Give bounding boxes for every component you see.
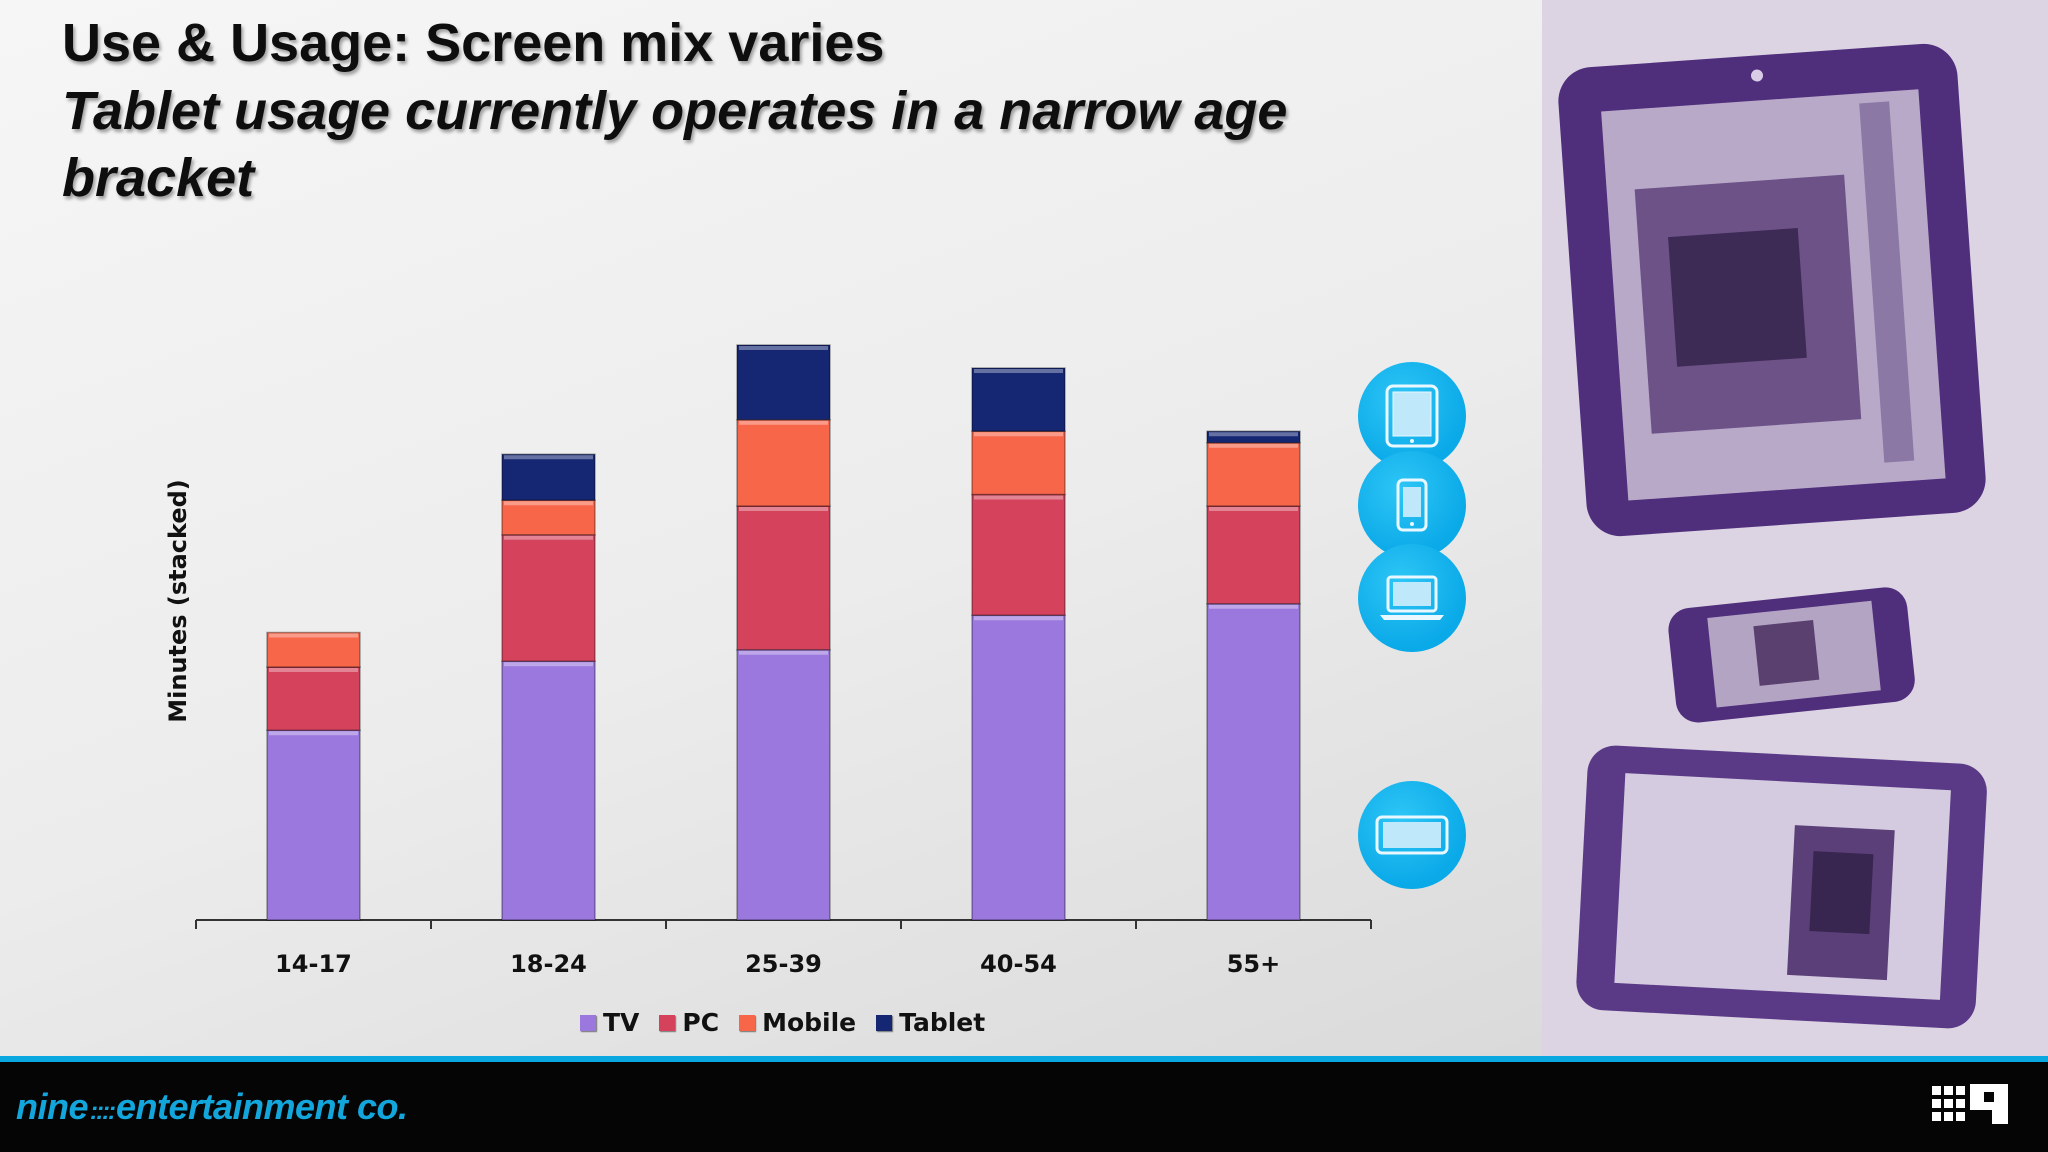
- bar-highlight: [1209, 604, 1298, 609]
- large-tablet-shape: [1558, 43, 1986, 537]
- bar-mobile-18-24: [501, 499, 596, 536]
- tv-icon: [1375, 815, 1449, 855]
- legend-item-tv: TV: [580, 1008, 639, 1037]
- bar-mobile-14-17: [266, 631, 361, 668]
- bar-tv-55+: [1206, 603, 1301, 921]
- brand-dots: ::::: [90, 1098, 116, 1125]
- bar-highlight: [739, 650, 828, 655]
- bar-highlight: [504, 662, 593, 667]
- bar-tv-14-17: [266, 729, 361, 921]
- bar-tv-18-24: [501, 660, 596, 921]
- x-tick-label: 40-54: [980, 950, 1057, 978]
- smartphone-badge: [1358, 451, 1466, 559]
- bar-highlight: [739, 507, 828, 511]
- bar-tv-25-39: [736, 649, 831, 921]
- legend-label-pc: PC: [682, 1008, 720, 1037]
- bar-highlight: [974, 495, 1063, 500]
- legend-swatch-mobile: [739, 1014, 756, 1031]
- bar-highlight: [974, 432, 1063, 437]
- small-tablet-shape: [1576, 745, 1987, 1029]
- bar-tablet-25-39: [736, 344, 831, 421]
- device-collage-illustration: [1542, 0, 2048, 1058]
- bar-tv-40-54: [971, 614, 1066, 921]
- legend-label-mobile: Mobile: [762, 1008, 857, 1037]
- device-collage-image: [1542, 0, 2048, 1058]
- slide-title: Use & Usage: Screen mix varies: [62, 13, 885, 73]
- bar-mobile-25-39: [736, 419, 831, 507]
- legend-swatch-tv: [580, 1014, 596, 1031]
- bar-mobile-55+: [1206, 442, 1301, 507]
- brand-name-part1: nine: [16, 1086, 89, 1127]
- smartphone-icon: [1396, 478, 1428, 532]
- legend-item-mobile: Mobile: [739, 1008, 856, 1037]
- x-tick-label: 18-24: [510, 950, 587, 978]
- bar-highlight: [739, 346, 828, 350]
- bar-mobile-40-54: [971, 430, 1066, 496]
- legend-item-tablet: Tablet: [876, 1008, 985, 1037]
- bar-highlight: [269, 633, 358, 638]
- bar-highlight: [504, 455, 593, 460]
- legend-label-tv: TV: [603, 1008, 640, 1037]
- bar-pc-18-24: [501, 534, 596, 662]
- legend-item-pc: PC: [659, 1008, 719, 1037]
- chart-legend: TV PC Mobile Tablet: [580, 1008, 985, 1037]
- bar-pc-25-39: [736, 505, 831, 651]
- bar-tablet-18-24: [501, 453, 596, 501]
- tv-badge: [1358, 781, 1466, 889]
- x-tick-label: 25-39: [745, 950, 822, 978]
- bar-tablet-40-54: [971, 367, 1066, 432]
- x-tick-label: 55+: [1227, 950, 1281, 978]
- legend-label-tablet: Tablet: [899, 1008, 986, 1037]
- bar-highlight: [739, 420, 828, 425]
- legend-swatch-pc: [659, 1014, 676, 1031]
- bar-highlight: [1209, 432, 1298, 437]
- bar-highlight: [504, 501, 593, 506]
- legend-swatch-tablet: [876, 1014, 893, 1031]
- brand-name-part2: entertainment co.: [115, 1086, 408, 1127]
- bar-highlight: [974, 369, 1063, 373]
- bar-highlight: [1209, 443, 1298, 448]
- tablet-icon: [1385, 384, 1439, 448]
- bar-tablet-55+: [1206, 430, 1301, 444]
- bar-highlight: [974, 616, 1063, 621]
- laptop-badge: [1358, 544, 1466, 652]
- slide-background: Use & Usage: Screen mix varies Tablet us…: [0, 0, 1542, 1058]
- bar-pc-55+: [1206, 505, 1301, 605]
- bar-pc-14-17: [266, 666, 361, 731]
- footer-accent-bar: [0, 1056, 2048, 1062]
- phone-shape: [1668, 587, 1915, 723]
- bar-highlight: [504, 535, 593, 540]
- stacked-bar-chart: 14-17 18-24 25-39 40-54 55+: [195, 344, 1372, 978]
- bar-highlight: [1209, 507, 1298, 511]
- slide-subtitle: Tablet usage currently operates in a nar…: [62, 81, 1288, 208]
- footer-bar: [0, 1062, 2048, 1152]
- x-tick-label: 14-17: [275, 950, 352, 978]
- nine-network-logo: [1932, 1084, 2008, 1124]
- bar-highlight: [269, 731, 358, 736]
- company-logo: nine::::entertainment co.: [16, 1086, 408, 1128]
- laptop-icon: [1380, 575, 1444, 620]
- bar-highlight: [269, 668, 358, 672]
- bar-pc-40-54: [971, 493, 1066, 616]
